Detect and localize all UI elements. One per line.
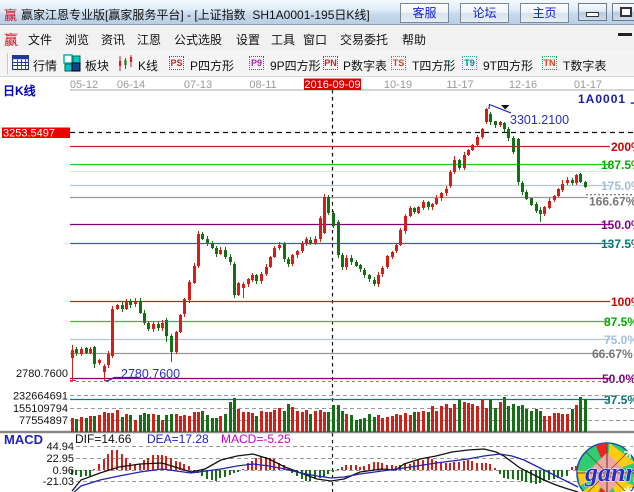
svg-text:06-14: 06-14 xyxy=(117,79,145,91)
svg-text:08-11: 08-11 xyxy=(249,79,276,91)
svg-text:07-13: 07-13 xyxy=(184,79,212,91)
svg-text:3253.5497: 3253.5497 xyxy=(3,128,55,140)
svg-text:50.0%: 50.0% xyxy=(602,372,634,386)
svg-text:2016-09-09: 2016-09-09 xyxy=(304,79,360,91)
svg-text:37.5%: 37.5% xyxy=(604,393,634,407)
svg-text:05-12: 05-12 xyxy=(70,79,98,91)
svg-text:150.0%: 150.0% xyxy=(601,218,634,232)
svg-text:1A0001 上: 1A0001 上 xyxy=(578,91,634,106)
svg-text:MACD: MACD xyxy=(4,432,43,447)
svg-text:MACD=-5.25: MACD=-5.25 xyxy=(221,432,291,446)
svg-text:75.0%: 75.0% xyxy=(604,333,634,347)
svg-text:87.5%: 87.5% xyxy=(604,315,634,329)
svg-text:44.94: 44.94 xyxy=(46,441,74,453)
svg-text:gann: gann xyxy=(584,458,634,487)
svg-text:77554897: 77554897 xyxy=(19,415,68,427)
svg-text:2780.7600: 2780.7600 xyxy=(16,368,68,380)
svg-text:200%: 200% xyxy=(611,140,634,154)
svg-text:日K线: 日K线 xyxy=(3,83,36,98)
svg-text:3301.2100: 3301.2100 xyxy=(510,113,569,127)
svg-text:12-16: 12-16 xyxy=(509,79,537,91)
svg-text:10-19: 10-19 xyxy=(384,79,412,91)
svg-text:01-17: 01-17 xyxy=(574,79,602,91)
svg-text:22.95: 22.95 xyxy=(46,453,74,465)
svg-text:100%: 100% xyxy=(611,295,634,309)
svg-text:187.5%: 187.5% xyxy=(601,158,634,172)
svg-text:232664691: 232664691 xyxy=(13,390,68,402)
svg-text:175.0%: 175.0% xyxy=(601,179,634,193)
svg-text:0.96: 0.96 xyxy=(53,465,74,477)
svg-text:155109794: 155109794 xyxy=(13,403,68,415)
svg-text:137.5%: 137.5% xyxy=(601,237,634,251)
svg-text:DIF=14.66: DIF=14.66 xyxy=(75,432,132,446)
svg-text:11-17: 11-17 xyxy=(446,79,473,91)
svg-text:2780.7600: 2780.7600 xyxy=(121,367,180,381)
svg-text:-21.03: -21.03 xyxy=(43,476,74,488)
svg-text:66.67%: 66.67% xyxy=(592,347,633,361)
svg-text:166.67%: 166.67% xyxy=(589,195,634,209)
svg-text:DEA=17.28: DEA=17.28 xyxy=(147,432,209,446)
